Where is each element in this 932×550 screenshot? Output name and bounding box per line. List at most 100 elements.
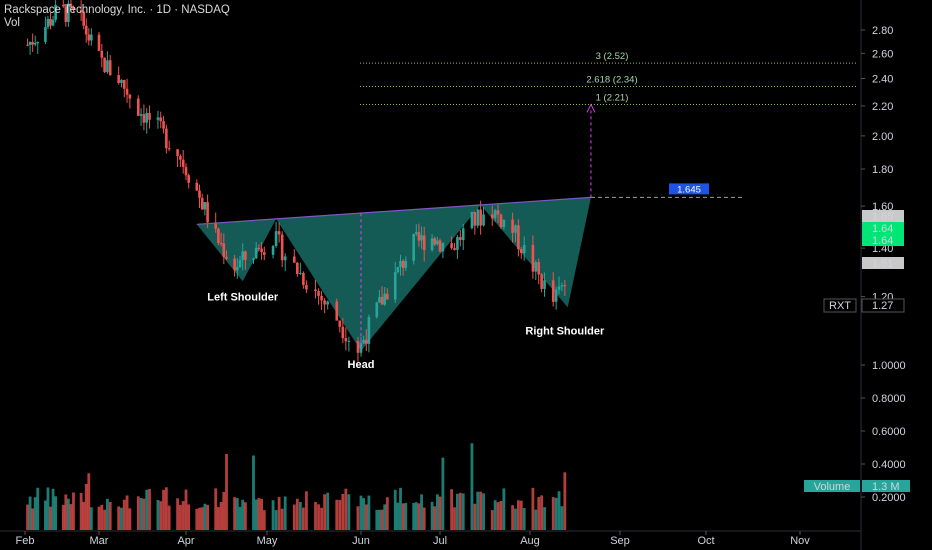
x-tick-label: Oct — [697, 535, 714, 547]
volume-bar — [367, 495, 371, 530]
candle-body — [44, 27, 47, 42]
volume-bar — [393, 489, 397, 530]
candle-body — [28, 42, 32, 45]
volume-bar — [125, 495, 129, 530]
candle-body — [33, 43, 37, 45]
volume-bar — [344, 488, 348, 530]
fib-level-label: 1 (2.21) — [596, 92, 629, 103]
volume-bar — [338, 499, 342, 530]
candle-body — [317, 291, 320, 296]
volume-bar — [461, 493, 465, 530]
candle-body — [252, 258, 255, 260]
candle-body — [122, 79, 126, 89]
volume-bar — [28, 496, 32, 530]
candle-body — [344, 338, 348, 342]
volume-bar — [433, 506, 437, 530]
candle-body — [271, 246, 275, 255]
volume-bar — [531, 487, 535, 530]
candle-body — [531, 244, 535, 272]
price-tag-box — [862, 222, 904, 234]
volume-bar — [156, 500, 160, 530]
volume-bar — [106, 498, 109, 530]
volume-bar — [203, 503, 207, 530]
candle-body — [441, 243, 445, 252]
price-tag-value: 1.64 — [872, 223, 893, 235]
candle-body — [456, 237, 459, 250]
candle-body — [241, 251, 244, 261]
volume-bar — [493, 500, 497, 530]
candle-body — [125, 88, 129, 95]
volume-bar — [347, 494, 351, 530]
pattern-fill — [196, 197, 591, 351]
volume-bar — [187, 504, 191, 530]
candle-body — [61, 5, 65, 7]
volume-bar — [79, 492, 83, 530]
volume-bar — [103, 509, 107, 530]
volume-bar — [470, 443, 474, 530]
volume-bar — [219, 502, 223, 530]
candle-body — [420, 235, 423, 241]
volume-bar — [257, 498, 261, 530]
last-price-tag-box — [861, 298, 905, 313]
candle-body — [514, 225, 517, 233]
candle-body — [82, 11, 85, 26]
volume-bar — [128, 508, 132, 530]
head-label: Head — [348, 359, 375, 371]
volume-bar — [362, 498, 366, 530]
candle-body — [299, 272, 302, 274]
volume-bar — [420, 494, 423, 530]
candle-body — [450, 243, 453, 249]
candle-body — [438, 240, 442, 252]
volume-bar — [108, 501, 112, 530]
volume-bar — [97, 506, 101, 530]
y-tick-label: 2.60 — [872, 48, 893, 60]
x-tick-label: Jul — [433, 535, 447, 547]
volume-bar — [238, 506, 242, 530]
price-tag-box — [862, 257, 904, 269]
candle-body — [106, 60, 109, 73]
candles — [26, 0, 567, 362]
candle-body — [422, 235, 426, 251]
volume-bar — [323, 494, 327, 530]
x-tick-label: Apr — [177, 535, 194, 547]
candle-body — [136, 98, 140, 116]
candle-body — [433, 238, 437, 245]
volume-bar — [142, 498, 146, 530]
candle-body — [386, 293, 389, 300]
candle-body — [543, 280, 546, 289]
volume-bar — [516, 500, 520, 530]
candle-body — [142, 114, 146, 123]
volume-bar — [225, 453, 228, 530]
volume-bar — [206, 504, 209, 530]
candle-body — [302, 272, 305, 285]
candle-body — [179, 156, 182, 160]
candle-body — [554, 289, 558, 302]
candle-body — [479, 209, 482, 226]
y-tick-label: 1.0000 — [872, 360, 906, 372]
candle-body — [314, 289, 317, 292]
volume-bar — [511, 505, 514, 530]
candle-body — [412, 233, 415, 261]
volume-bar — [252, 455, 255, 530]
candle-body — [292, 256, 296, 263]
volume-bar — [560, 506, 564, 530]
volume-bar — [159, 501, 163, 530]
volume-bar — [414, 502, 418, 530]
candle-body — [305, 284, 308, 290]
y-tick-label: 2.20 — [872, 101, 893, 113]
volume-bar — [380, 509, 384, 530]
volume-bar — [82, 501, 86, 530]
volume-bar — [453, 507, 456, 530]
candle-body — [534, 262, 538, 272]
volume-bar — [364, 504, 368, 530]
volume-bar — [69, 504, 73, 530]
candle-body — [257, 247, 261, 249]
x-tick-label: Nov — [790, 535, 810, 547]
y-tick-label: 0.2000 — [872, 492, 906, 504]
candle-body — [260, 248, 263, 253]
candle-body — [176, 149, 179, 157]
left-shoulder-label: Left Shoulder — [207, 291, 279, 303]
candle-body — [557, 286, 561, 290]
volume-bar — [417, 503, 421, 530]
